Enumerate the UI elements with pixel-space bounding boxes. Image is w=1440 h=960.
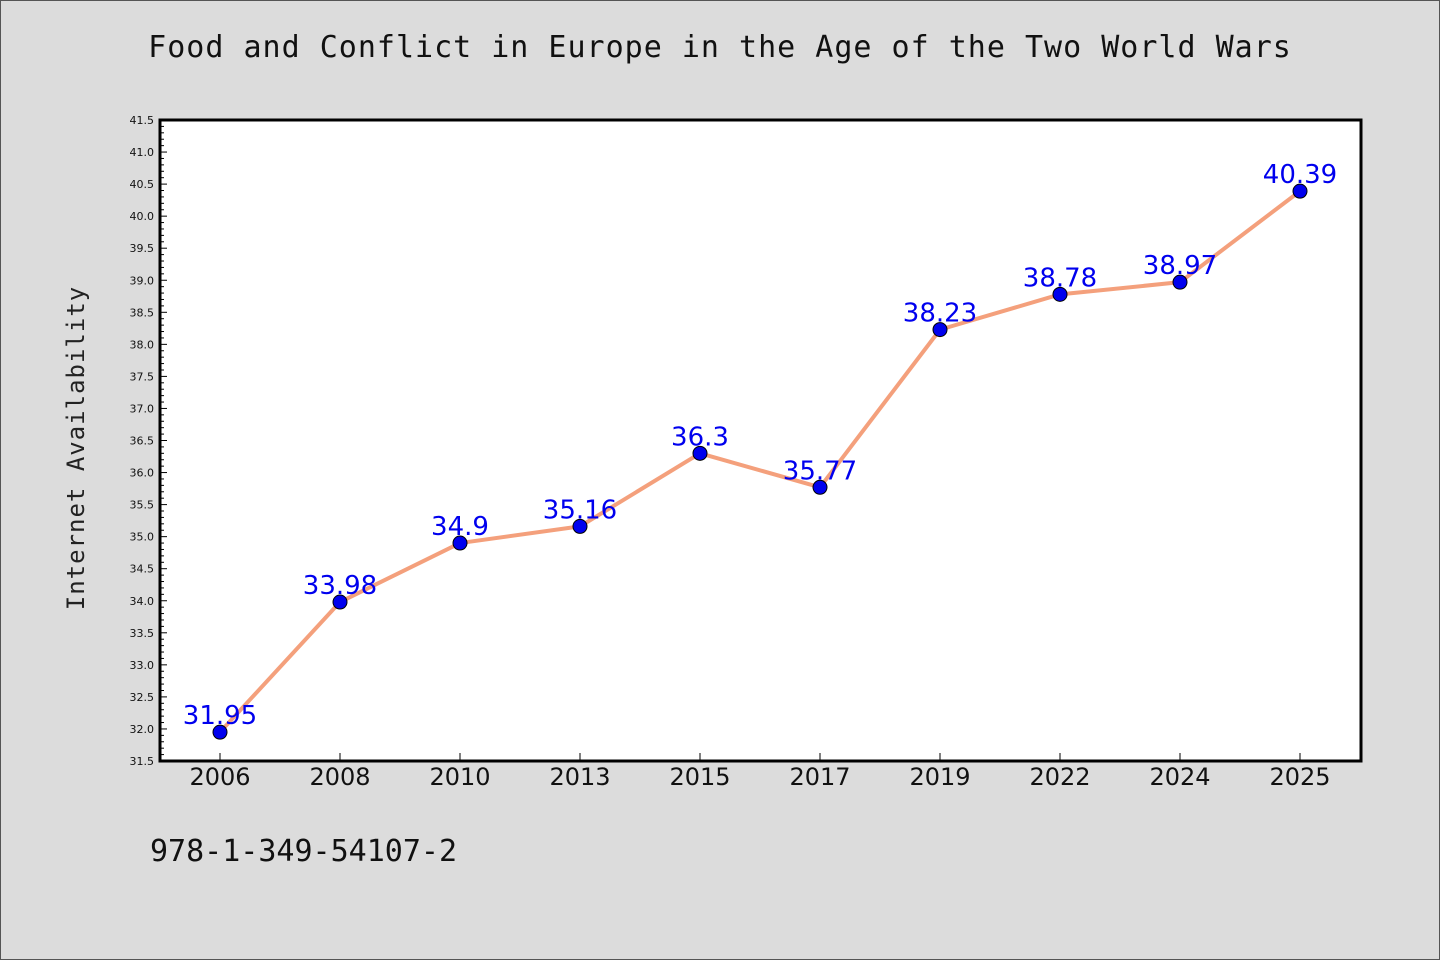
y-tick-label: 33.0 <box>130 659 155 672</box>
data-label: 38.78 <box>1023 263 1097 293</box>
data-point <box>692 445 708 461</box>
y-tick-label: 39.5 <box>130 242 155 255</box>
y-tick-label: 31.5 <box>130 755 155 768</box>
y-tick-label: 40.0 <box>130 210 155 223</box>
y-tick-label: 35.5 <box>130 499 155 512</box>
y-tick-label: 33.5 <box>130 627 155 640</box>
x-tick-label: 2010 <box>429 763 490 791</box>
data-label: 31.95 <box>183 701 257 731</box>
y-tick-label: 37.0 <box>130 402 155 415</box>
y-tick-label: 41.0 <box>130 146 155 159</box>
x-tick-label: 2006 <box>189 763 250 791</box>
data-label: 36.3 <box>671 422 729 452</box>
data-point <box>452 535 468 551</box>
data-point <box>332 594 348 610</box>
x-tick-label: 2025 <box>1269 763 1330 791</box>
data-point <box>572 518 588 534</box>
y-tick-label: 36.5 <box>130 435 155 448</box>
data-point <box>1172 274 1188 290</box>
chart-title: Food and Conflict in Europe in the Age o… <box>148 30 1292 65</box>
data-label: 34.9 <box>431 512 489 542</box>
isbn-text: 978-1-349-54107-2 <box>150 834 458 869</box>
plot-area <box>158 118 1363 763</box>
data-label: 33.98 <box>303 571 377 601</box>
series-group <box>212 183 1308 740</box>
y-tick-label: 32.5 <box>130 691 155 704</box>
y-tick-label: 38.0 <box>130 338 155 351</box>
series-line <box>218 189 1302 735</box>
data-point <box>212 724 228 740</box>
x-tick-label: 2019 <box>909 763 970 791</box>
data-point <box>1292 183 1308 199</box>
y-tick-label: 32.0 <box>130 723 155 736</box>
x-tick-label: 2017 <box>789 763 850 791</box>
y-tick-label: 36.0 <box>130 467 155 480</box>
data-point <box>1052 286 1068 302</box>
data-label: 40.39 <box>1263 160 1337 190</box>
x-tick-label: 2015 <box>669 763 730 791</box>
y-tick-label: 34.0 <box>130 595 155 608</box>
x-tick-label: 2008 <box>309 763 370 791</box>
y-tick-label: 39.0 <box>130 274 155 287</box>
data-label-group: 31.95 33.98 34.9 35.16 36.3 35.77 38.23 38.78 38… <box>183 160 1337 731</box>
y-tick-label: 35.0 <box>130 531 155 544</box>
x-tick-label: 2013 <box>549 763 610 791</box>
x-tick-label: 2024 <box>1149 763 1210 791</box>
x-axis: 2006 2008 2010 2013 2015 2017 2019 2022 2024 2025 <box>189 753 1331 791</box>
y-tick-label: 38.5 <box>130 306 155 319</box>
data-label: 38.23 <box>903 299 977 329</box>
data-label: 35.77 <box>783 456 857 486</box>
data-point <box>812 479 828 495</box>
data-label: 38.97 <box>1143 251 1217 281</box>
y-tick-label: 37.5 <box>130 370 155 383</box>
data-point <box>932 322 948 338</box>
data-label: 35.16 <box>543 495 617 525</box>
y-axis: 31.5 32.0 32.5 33.0 33.5 34.0 34.5 35.0 35.5 36.0… <box>130 114 167 768</box>
x-tick-label: 2022 <box>1029 763 1090 791</box>
y-tick-label: 41.5 <box>130 114 155 127</box>
y-tick-label: 40.5 <box>130 178 155 191</box>
y-tick-label: 34.5 <box>130 563 155 576</box>
